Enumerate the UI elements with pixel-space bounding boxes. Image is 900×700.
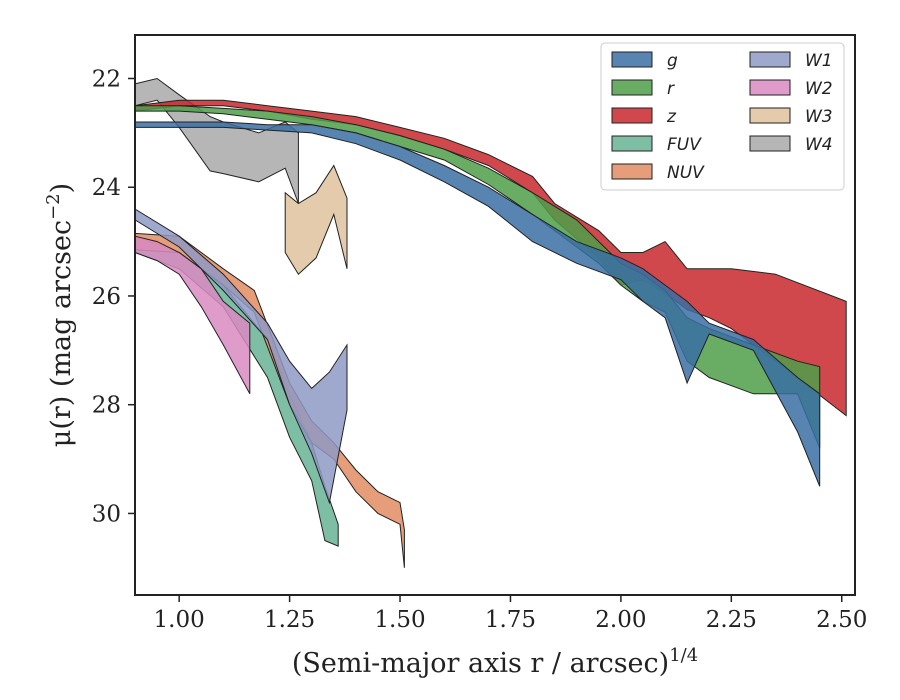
- x-tick-label: 2.25: [706, 607, 757, 633]
- legend-swatch-z: [611, 107, 653, 124]
- x-tick-label: 1.75: [485, 607, 536, 633]
- band-w3: [284, 164, 348, 275]
- legend-label-w4: W4: [805, 135, 833, 155]
- legend-swatch-nuv: [611, 163, 653, 180]
- legend-swatch-g: [611, 51, 653, 68]
- y-tick-label: 24: [92, 175, 121, 201]
- ticks-layer: 1.00 1.25 1.50 1.75 2.00 2.25 2.50 22 24 26 28 30: [92, 66, 868, 633]
- legend-label-nuv: NUV: [667, 163, 705, 183]
- band-g: [134, 121, 821, 487]
- legend-label-w2: W2: [805, 79, 833, 99]
- legend-swatch-w4: [749, 135, 791, 152]
- bands-layer: [134, 77, 847, 568]
- x-tick-label: 1.50: [374, 607, 425, 633]
- legend: grz FUV NUV W1 W2 W3 W4: [600, 42, 845, 191]
- x-tick-label: 2.00: [595, 607, 646, 633]
- y-axis-label: μ(r) (mag arcsec−2): [43, 183, 77, 447]
- legend-swatch-fuv: [611, 135, 653, 152]
- y-tick-label: 28: [92, 393, 121, 419]
- y-tick-label: 22: [92, 66, 121, 92]
- y-tick-label: 26: [92, 284, 121, 310]
- x-tick-label: 1.25: [264, 607, 315, 633]
- band-nuv: [134, 232, 405, 568]
- x-tick-label: 2.50: [816, 607, 867, 633]
- legend-label-z: z: [666, 107, 677, 127]
- legend-label-w3: W3: [805, 107, 833, 127]
- legend-swatch-w3: [749, 107, 791, 124]
- band-w1: [134, 208, 348, 505]
- legend-swatch-r: [611, 79, 653, 96]
- band-w4: [134, 77, 299, 204]
- legend-label-fuv: FUV: [667, 135, 702, 155]
- legend-label-r: r: [667, 79, 675, 99]
- y-tick-label: 30: [92, 501, 121, 527]
- band-w2: [134, 235, 251, 395]
- legend-label-w1: W1: [805, 51, 833, 71]
- legend-label-g: g: [667, 51, 678, 71]
- legend-swatch-w1: [749, 51, 791, 68]
- legend-swatch-w2: [749, 79, 791, 96]
- x-tick-label: 1.00: [154, 607, 205, 633]
- plot-frame: [134, 34, 856, 596]
- x-axis-label: (Semi-major axis r / arcsec)1/4: [292, 645, 698, 679]
